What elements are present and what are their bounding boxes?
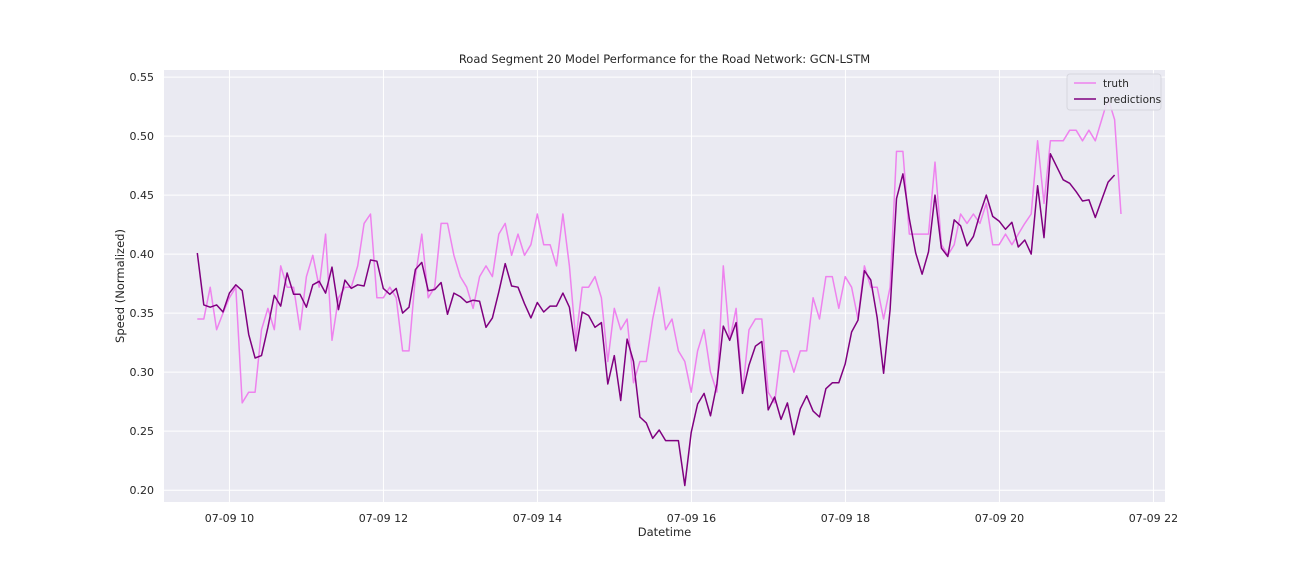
y-tick-label: 0.35 (130, 307, 155, 320)
y-axis-label: Speed (Normalized) (113, 229, 127, 343)
x-tick-label: 07-09 22 (1129, 512, 1178, 525)
legend: truth predictions (1066, 73, 1162, 111)
series-line-predictions (196, 153, 1116, 487)
y-tick-labels: 0.20 0.25 0.30 0.35 0.40 0.45 0.50 0.55 (130, 71, 155, 497)
x-tick-label: 07-09 20 (975, 512, 1024, 525)
y-tick-label: 0.50 (130, 130, 155, 143)
y-tick-label: 0.40 (130, 248, 155, 261)
y-tick-label: 0.55 (130, 71, 155, 84)
legend-label-predictions: predictions (1103, 94, 1161, 106)
grid-lines (164, 70, 1165, 502)
legend-label-truth: truth (1103, 78, 1129, 90)
x-tick-label: 07-09 12 (359, 512, 408, 525)
y-tick-label: 0.30 (130, 366, 155, 379)
x-axis-label: Datetime (638, 525, 691, 539)
x-tick-label: 07-09 16 (667, 512, 716, 525)
x-tick-label: 07-09 18 (821, 512, 870, 525)
plot-area (164, 70, 1165, 502)
series-lines (196, 97, 1122, 487)
y-tick-label: 0.45 (130, 189, 155, 202)
x-tick-label: 07-09 10 (205, 512, 254, 525)
chart-title: Road Segment 20 Model Performance for th… (459, 52, 870, 66)
y-tick-label: 0.20 (130, 484, 155, 497)
y-tick-label: 0.25 (130, 425, 155, 438)
x-tick-label: 07-09 14 (513, 512, 562, 525)
x-tick-labels: 07-09 10 07-09 12 07-09 14 07-09 16 07-09 18… (205, 512, 1178, 525)
